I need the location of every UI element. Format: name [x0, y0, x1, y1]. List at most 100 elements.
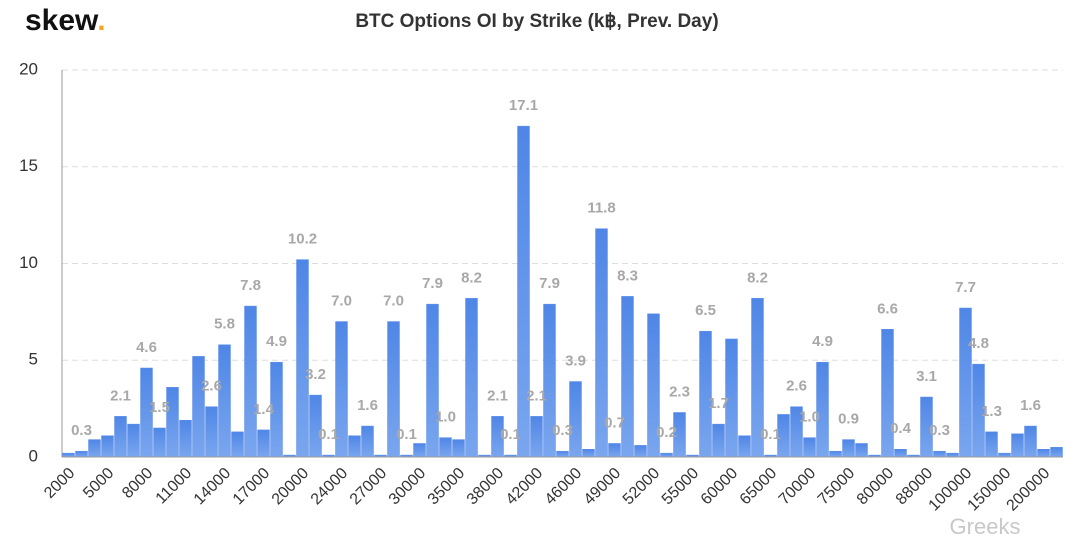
data-label: 0.3 [929, 422, 950, 439]
bar [634, 445, 647, 458]
data-label: 11.8 [587, 200, 615, 217]
data-label: 6.5 [695, 302, 716, 319]
data-label: 10.2 [288, 231, 317, 248]
bar [738, 435, 751, 458]
data-label: 7.8 [240, 277, 261, 294]
bar [101, 435, 114, 458]
bar [413, 443, 426, 458]
bar [439, 437, 452, 458]
x-tick-label: 20000 [269, 465, 313, 509]
bar [959, 307, 972, 458]
data-label: 1.3 [981, 403, 1002, 420]
bar [231, 431, 244, 458]
data-label: 2.6 [786, 378, 807, 395]
data-label: 2.6 [201, 378, 222, 395]
bar [829, 450, 842, 458]
y-tick-label: 10 [19, 253, 38, 272]
data-label: 7.9 [539, 275, 560, 292]
bar [88, 439, 101, 458]
data-label: 0.3 [552, 422, 573, 439]
data-label: 4.9 [812, 333, 833, 350]
data-label: 1.6 [357, 397, 378, 414]
bar [985, 431, 998, 458]
data-label: 0.1 [500, 426, 521, 443]
data-label: 4.8 [968, 335, 989, 352]
bar [452, 439, 465, 458]
data-label: 0.1 [318, 426, 339, 443]
data-label: 1.6 [1020, 397, 1041, 414]
x-tick-label: 46000 [542, 465, 586, 509]
data-label: 2.1 [110, 387, 131, 404]
bar [75, 450, 88, 458]
data-label: 1.0 [799, 409, 820, 426]
data-label: 0.3 [71, 422, 92, 439]
data-label: 7.0 [331, 293, 352, 310]
data-label: 2.1 [487, 387, 508, 404]
bar [608, 443, 621, 458]
data-label: 0.7 [604, 414, 625, 431]
data-label: 17.1 [509, 97, 538, 114]
x-tick-label: 14000 [191, 465, 235, 509]
bar [348, 435, 361, 458]
x-tick-label: 35000 [425, 465, 469, 509]
x-tick-label: 75000 [815, 465, 859, 509]
data-label: 0.2 [656, 424, 677, 441]
logo: skew. [25, 4, 106, 37]
bar [127, 423, 140, 458]
data-label: 1.4 [253, 401, 275, 418]
x-tick-label: 5000 [80, 465, 117, 502]
data-label: 8.2 [747, 269, 768, 286]
x-tick-label: 2000 [41, 465, 78, 502]
bar [192, 356, 205, 458]
data-label: 4.6 [136, 339, 157, 356]
bar [244, 305, 257, 458]
bar [179, 419, 192, 458]
bar [218, 344, 231, 458]
bar [153, 427, 166, 458]
bar [1011, 433, 1024, 458]
bar [933, 450, 946, 458]
data-label: 0.4 [890, 420, 912, 437]
x-tick-label: 8000 [119, 465, 156, 502]
bar [361, 425, 374, 458]
bar [517, 125, 530, 458]
data-label: 7.7 [955, 279, 976, 296]
bar [1037, 449, 1050, 458]
chart-title: BTC Options OI by Strike (k฿, Prev. Day) [355, 11, 718, 32]
data-label: 7.0 [383, 293, 404, 310]
data-label: 1.7 [708, 395, 729, 412]
data-label: 3.1 [916, 368, 937, 385]
bar [712, 423, 725, 458]
x-tick-label: 55000 [659, 465, 703, 509]
bar [803, 437, 816, 458]
logo-dot: . [97, 4, 105, 37]
watermark: Greeks [950, 514, 1021, 539]
data-label: 2.1 [526, 387, 547, 404]
bar [881, 329, 894, 458]
x-tick-label: 65000 [737, 465, 781, 509]
bar [894, 449, 907, 458]
bar [621, 296, 634, 458]
data-label: 6.6 [877, 300, 898, 317]
y-tick-label: 15 [19, 156, 38, 175]
bar [114, 416, 127, 458]
bar [569, 381, 582, 458]
x-tick-label: 70000 [776, 465, 820, 509]
data-label: 0.1 [760, 426, 781, 443]
bar [998, 452, 1011, 458]
data-label: 0.9 [838, 411, 859, 428]
data-label: 4.9 [266, 333, 287, 350]
bar [1024, 425, 1037, 458]
bar [465, 298, 478, 458]
x-tick-label: 17000 [230, 465, 274, 509]
bar [296, 259, 309, 458]
bar [530, 416, 543, 458]
data-label: 0.1 [396, 426, 417, 443]
y-tick-label: 20 [19, 59, 38, 78]
data-label: 5.8 [214, 316, 235, 333]
bar [426, 303, 439, 458]
data-label: 3.9 [565, 353, 586, 370]
x-tick-label: 60000 [698, 465, 742, 509]
